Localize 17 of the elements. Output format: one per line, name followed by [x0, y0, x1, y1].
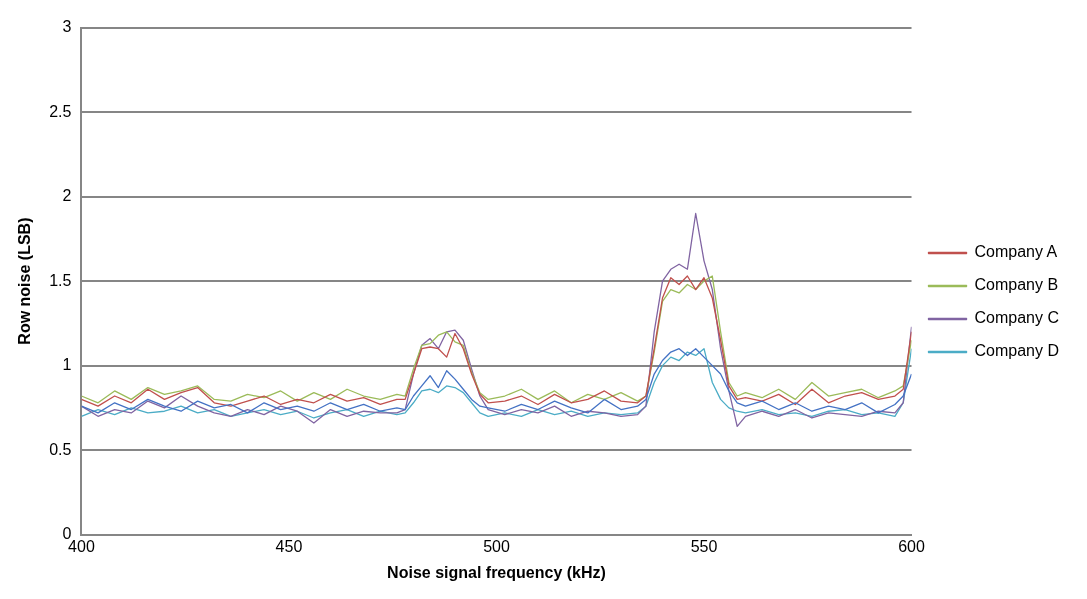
- y-tick-label: 2.5: [49, 102, 72, 120]
- y-tick-label: 1: [62, 356, 72, 374]
- y-tick-label: 1.5: [49, 271, 72, 289]
- legend-label: Company D: [974, 342, 1060, 360]
- legend-label: Company B: [974, 276, 1059, 294]
- x-tick-label: 550: [690, 537, 718, 555]
- x-tick-label: 450: [275, 537, 303, 555]
- legend-label: Company C: [974, 309, 1060, 327]
- y-tick-label: 0: [62, 525, 72, 543]
- y-tick-label: 0.5: [49, 440, 72, 458]
- x-tick-label: 600: [898, 537, 925, 555]
- legend-label: Company A: [974, 243, 1058, 261]
- y-tick-label: 2: [62, 187, 72, 205]
- x-axis-title: Noise signal frequency (kHz): [387, 563, 606, 581]
- y-tick-label: 3: [62, 18, 72, 36]
- y-axis-title: Row noise (LSB): [16, 217, 34, 345]
- x-tick-label: 500: [483, 537, 510, 555]
